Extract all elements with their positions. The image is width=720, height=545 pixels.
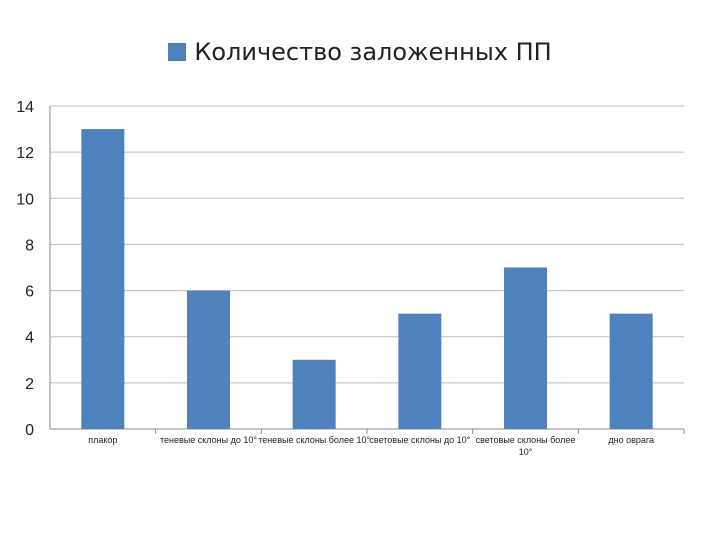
legend: Количество заложенных ПП (0, 38, 720, 66)
bar (504, 267, 547, 429)
x-tick-label: световые склоны более 10° (476, 435, 576, 457)
bar (187, 290, 230, 429)
bar (609, 313, 653, 429)
x-tick-label: световые склоны до 10° (369, 435, 470, 445)
y-tick-label: 2 (25, 376, 34, 393)
legend-swatch (168, 43, 187, 61)
bar (81, 129, 125, 430)
x-tick-label: плакор (88, 435, 117, 445)
y-tick-label: 14 (16, 99, 34, 116)
x-tick-label: теневые склоны более 10° (258, 435, 370, 445)
y-tick-label: 12 (16, 145, 34, 162)
bar (398, 313, 442, 429)
x-tick-label: теневые склоны до 10° (160, 435, 257, 445)
y-tick-label: 6 (25, 284, 34, 301)
y-tick-label: 4 (25, 330, 34, 347)
x-tick-label: дно оврага (608, 435, 654, 445)
bar (292, 359, 336, 429)
legend-label: Количество заложенных ПП (194, 38, 552, 66)
y-tick-label: 0 (25, 422, 34, 439)
y-tick-label: 10 (16, 191, 34, 208)
y-tick-label: 8 (25, 237, 34, 254)
